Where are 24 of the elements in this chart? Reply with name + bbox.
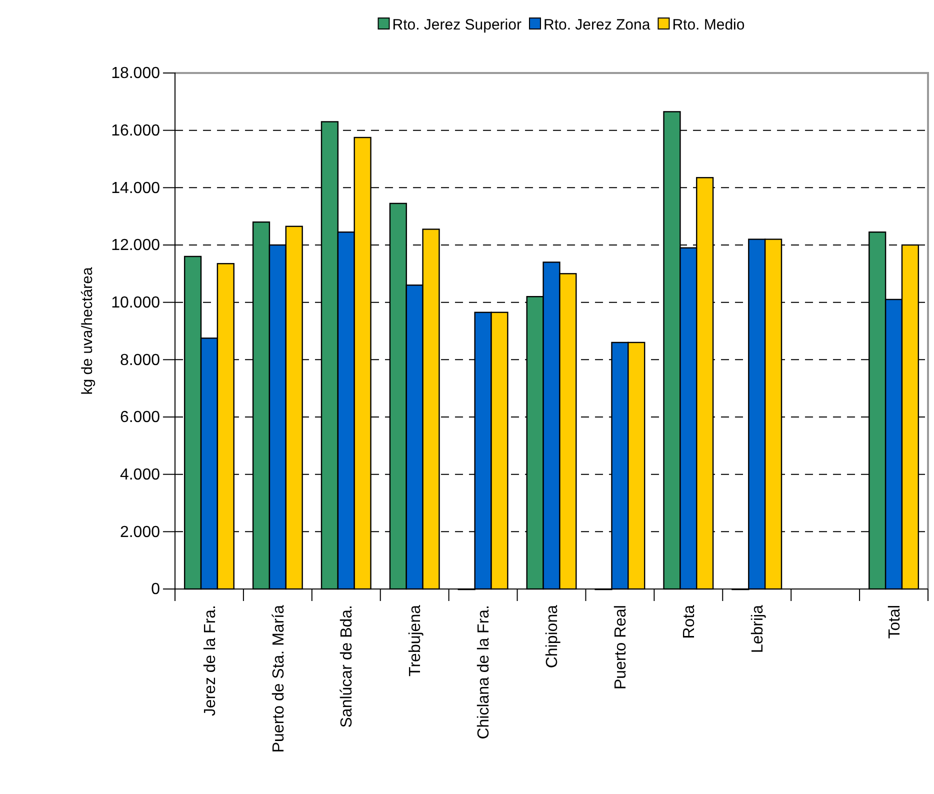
x-tick-label: Rota <box>681 604 698 639</box>
x-tick-label: Total <box>886 605 904 639</box>
x-tick-label: Chiclana de la Fra. <box>476 605 493 740</box>
y-tick-label: 0 <box>151 581 160 598</box>
y-tick-label: 2.000 <box>120 524 160 541</box>
legend-label: Rto. Jerez Superior <box>392 16 522 34</box>
legend-label: Rto. Medio <box>672 16 745 34</box>
y-tick-label: 6.000 <box>120 409 160 426</box>
x-tick-label: Sanlúcar de Bda. <box>338 605 356 728</box>
x-tick-label: Chipiona <box>544 604 562 668</box>
x-tick-label: Lebrija <box>749 604 766 654</box>
x-tick-label: Jerez de la Fra. <box>202 605 219 716</box>
y-tick-label: 10.000 <box>111 294 160 312</box>
legend-label: Rto. Jerez Zona <box>543 16 651 34</box>
x-tick-label: Puerto Real <box>612 605 630 690</box>
y-tick-label: 14.000 <box>111 180 160 197</box>
y-tick-label: 4.000 <box>120 466 160 484</box>
x-tick-label: Trebujena <box>407 604 424 676</box>
y-tick-label: 12.000 <box>111 237 160 254</box>
y-tick-label: 16.000 <box>111 122 160 140</box>
y-tick-label: 8.000 <box>120 352 160 369</box>
y-axis-title: kg de uva/hectárea <box>79 266 96 395</box>
x-tick-label: Puerto de Sta. María <box>270 604 288 753</box>
y-tick-label: 18.000 <box>111 65 160 82</box>
